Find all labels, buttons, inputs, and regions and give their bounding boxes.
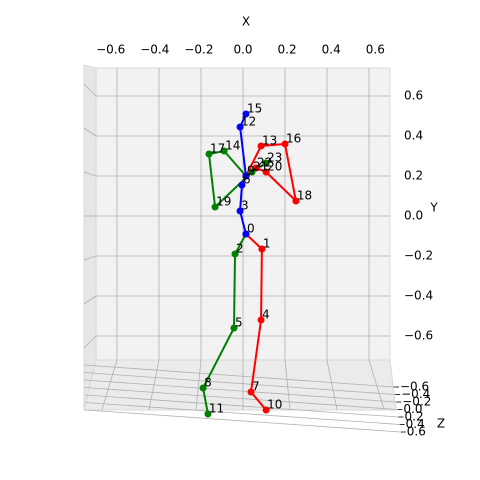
joint-label: 3 <box>241 199 249 213</box>
wall-grid-line <box>83 171 97 177</box>
joint <box>238 181 246 189</box>
joint <box>257 316 265 324</box>
joint-label: 12 <box>241 115 256 129</box>
joint-label: 10 <box>267 398 282 412</box>
wall-grid-line <box>83 83 97 97</box>
z-tick-label: 0.4 <box>406 417 425 431</box>
floor-grid-line <box>368 359 385 411</box>
joint <box>262 168 270 176</box>
y-tick-label: 0.4 <box>404 129 423 143</box>
floor-grid-line <box>84 394 399 418</box>
joint <box>236 207 244 215</box>
wall-grid-line <box>83 335 97 349</box>
floor-grid-line <box>84 372 396 395</box>
joint-label: 23 <box>267 151 282 165</box>
x-tick-label: 0.0 <box>233 43 252 57</box>
z-tick-label: 0.6 <box>407 425 426 439</box>
joint <box>262 159 270 167</box>
x-tick-label: 0.2 <box>278 43 297 57</box>
joint-label: 5 <box>235 316 243 330</box>
z-tick-label: 0.0 <box>403 402 422 416</box>
joint <box>242 230 250 238</box>
floor-grid-line <box>85 409 401 433</box>
joint <box>247 388 255 396</box>
left-pane <box>83 64 97 411</box>
joint <box>257 142 265 150</box>
joint-label: 4 <box>262 308 270 322</box>
y-tick-label: −0.2 <box>404 249 433 263</box>
joint <box>220 147 228 155</box>
joint <box>211 203 219 211</box>
joint-label: 15 <box>247 102 262 116</box>
y-tick-label: −0.4 <box>404 289 433 303</box>
x-tick-label: −0.6 <box>96 43 125 57</box>
joint-label: 0 <box>247 222 255 236</box>
joint-label: 9 <box>247 164 255 178</box>
floor-grid-line <box>85 402 400 425</box>
floor-grid-line <box>326 359 338 411</box>
joint-label: 6 <box>243 173 251 187</box>
joint-label: 22 <box>257 156 272 170</box>
joint-label: 17 <box>210 142 225 156</box>
joint <box>230 324 238 332</box>
z-tick-label: −0.2 <box>402 395 431 409</box>
y-tick-label: 0.6 <box>404 89 423 103</box>
z-tick-label: 0.2 <box>405 410 424 424</box>
joint <box>205 150 213 158</box>
joint <box>236 123 244 131</box>
joint-label: 7 <box>252 380 260 394</box>
x-tick-label: 0.6 <box>366 43 385 57</box>
joint-label: 2 <box>236 242 244 256</box>
y-tick-label: 0.2 <box>404 169 423 183</box>
joint-label: 21 <box>253 160 268 174</box>
x-tick-label: −0.4 <box>140 43 169 57</box>
z-tick-label: −0.6 <box>400 380 429 394</box>
joint-label: 8 <box>204 376 212 390</box>
joint-label: 16 <box>286 132 301 146</box>
z-tick-label: −0.4 <box>401 387 430 401</box>
floor-pane <box>83 359 397 411</box>
x-tick-label: 0.4 <box>322 43 341 57</box>
joint <box>292 197 300 205</box>
joint <box>281 140 289 148</box>
joint <box>262 406 270 414</box>
joint-label: 19 <box>216 195 231 209</box>
joint <box>231 250 239 258</box>
wall-grid-line <box>83 255 97 261</box>
joint-label: 18 <box>297 189 312 203</box>
joint <box>258 245 266 253</box>
joint <box>199 384 207 392</box>
wall-grid-line <box>83 295 97 305</box>
floor-grid-line <box>84 379 397 403</box>
x-axis-label: X <box>242 15 250 29</box>
y-tick-label: 0.0 <box>404 209 423 223</box>
floor-grid-line <box>83 364 395 388</box>
wall-grid-line <box>83 127 97 137</box>
floor-grid-line <box>101 359 118 411</box>
joint-label: 11 <box>209 402 224 416</box>
joint <box>242 110 250 118</box>
joint <box>204 410 212 418</box>
joint-label: 20 <box>267 160 282 174</box>
joint-label: 14 <box>225 139 240 153</box>
joint-label: 1 <box>263 237 271 251</box>
floor-grid-line <box>84 387 398 410</box>
joint <box>242 172 250 180</box>
floor-grid-line <box>195 359 202 411</box>
z-axis-label: Z <box>437 417 445 431</box>
joint <box>248 168 256 176</box>
joint-label: 13 <box>262 134 277 148</box>
y-axis-label: Y <box>429 201 438 215</box>
y-tick-label: −0.6 <box>404 329 433 343</box>
x-tick-label: −0.2 <box>184 43 213 57</box>
